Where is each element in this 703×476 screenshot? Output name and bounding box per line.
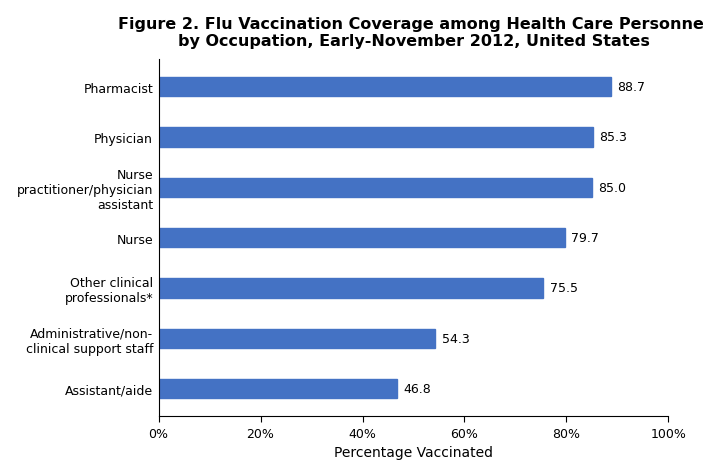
Text: 46.8: 46.8: [404, 382, 431, 396]
Bar: [159, 78, 611, 97]
X-axis label: Percentage Vaccinated: Percentage Vaccinated: [334, 446, 493, 459]
Text: 85.3: 85.3: [600, 131, 628, 144]
Text: 88.7: 88.7: [617, 81, 645, 94]
Bar: [159, 379, 397, 398]
Bar: [159, 279, 543, 298]
Text: 54.3: 54.3: [441, 332, 470, 345]
Bar: [159, 228, 565, 248]
Text: 75.5: 75.5: [550, 282, 578, 295]
Bar: [159, 178, 592, 198]
Bar: [159, 128, 593, 147]
Title: Figure 2. Flu Vaccination Coverage among Health Care Personnel
by Occupation, Ea: Figure 2. Flu Vaccination Coverage among…: [118, 17, 703, 49]
Bar: [159, 329, 435, 348]
Text: 79.7: 79.7: [571, 232, 599, 245]
Text: 85.0: 85.0: [598, 181, 626, 194]
